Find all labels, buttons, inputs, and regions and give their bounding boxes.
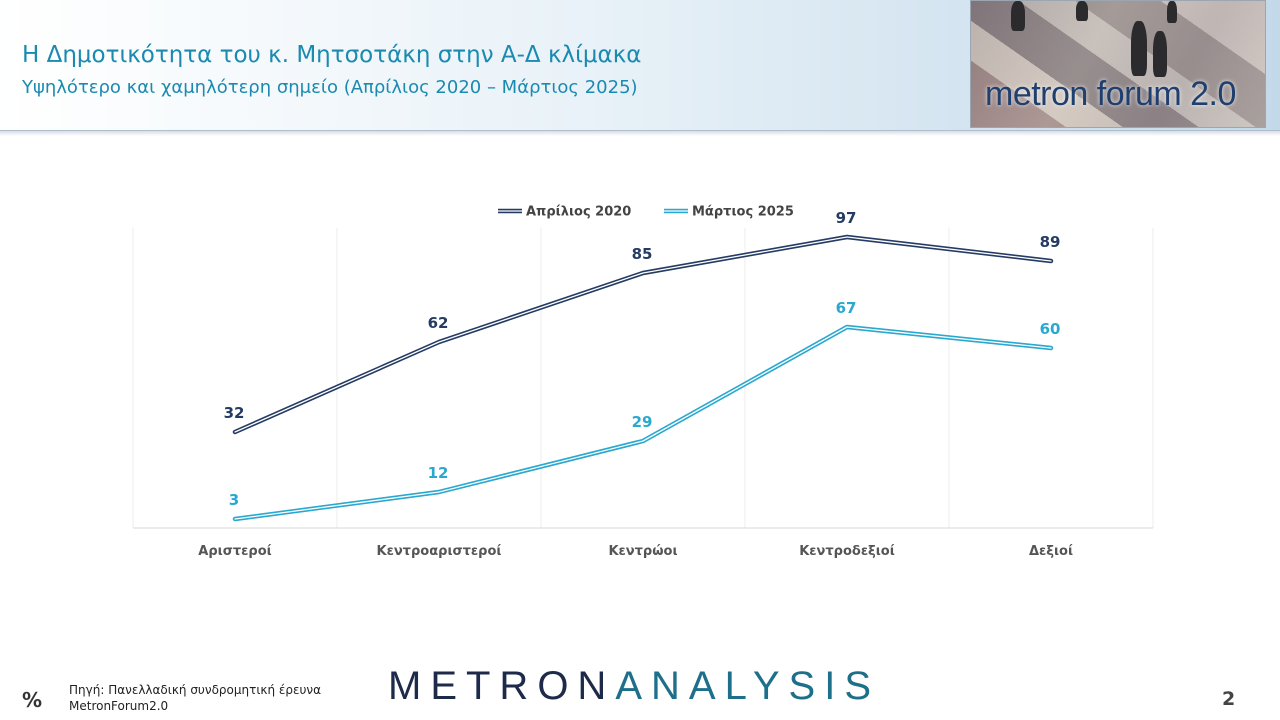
series-layer (232, 234, 1054, 522)
figure-silhouette-1 (1011, 1, 1025, 31)
data-label: 29 (632, 413, 653, 431)
metron-forum-logo: metron forum 2.0 (970, 0, 1266, 128)
x-tick-label: Κεντροαριστεροί (377, 544, 502, 559)
data-label: 60 (1040, 320, 1061, 338)
data-labels: 32 62 85 97 89 3 12 29 67 60 (224, 209, 1061, 509)
source-line-2: MetronForum2.0 (69, 699, 169, 713)
page-subtitle: Υψηλότερο και χαμηλότερη σημείο (Απρίλιο… (22, 77, 638, 98)
legend-label: Απρίλιος 2020 (526, 205, 631, 220)
header-shadow (0, 130, 1280, 136)
figure-silhouette-4 (1153, 31, 1167, 77)
data-label: 97 (836, 209, 857, 227)
source-line-1: Πηγή: Πανελλαδική συνδρομητική έρευνα (69, 683, 322, 697)
page-number: 2 (1222, 688, 1236, 710)
logo-text: metron forum 2.0 (985, 75, 1236, 113)
figure-silhouette-3 (1131, 21, 1147, 76)
data-label: 62 (428, 314, 449, 332)
data-label: 12 (428, 464, 449, 482)
data-label: 3 (229, 491, 239, 509)
x-tick-label: Αριστεροί (198, 544, 271, 559)
percent-unit: % (22, 688, 43, 712)
x-tick-label: Κεντροδεξιοί (799, 544, 895, 559)
figure-silhouette-5 (1167, 1, 1177, 23)
grid-layer (132, 228, 1154, 529)
data-label: 32 (224, 404, 245, 422)
series-line-inner (234, 326, 1052, 520)
brand-part-1: METRON (388, 664, 616, 708)
figure-silhouette-2 (1076, 1, 1088, 21)
data-label: 67 (836, 299, 857, 317)
x-tick-label: Κεντρώοι (608, 544, 677, 559)
data-label: 85 (632, 245, 653, 263)
source-note: Πηγή: Πανελλαδική συνδρομητική έρευνα Me… (69, 682, 321, 714)
brand-part-2: ANALYSIS (615, 664, 881, 708)
x-axis: Αριστεροί Κεντροαριστεροί Κεντρώοι Κεντροδε… (198, 544, 1073, 559)
series-line-inner (234, 236, 1052, 433)
x-tick-label: Δεξιοί (1029, 544, 1073, 559)
legend: Απρίλιος 2020 Μάρτιος 2025 (498, 205, 794, 220)
data-label: 89 (1040, 233, 1061, 251)
page-title: Η Δημοτικότητα του κ. Μητσοτάκη στην Α-Δ… (22, 42, 642, 68)
metron-analysis-logo: METRONANALYSIS (388, 664, 880, 709)
legend-label: Μάρτιος 2025 (692, 205, 794, 220)
